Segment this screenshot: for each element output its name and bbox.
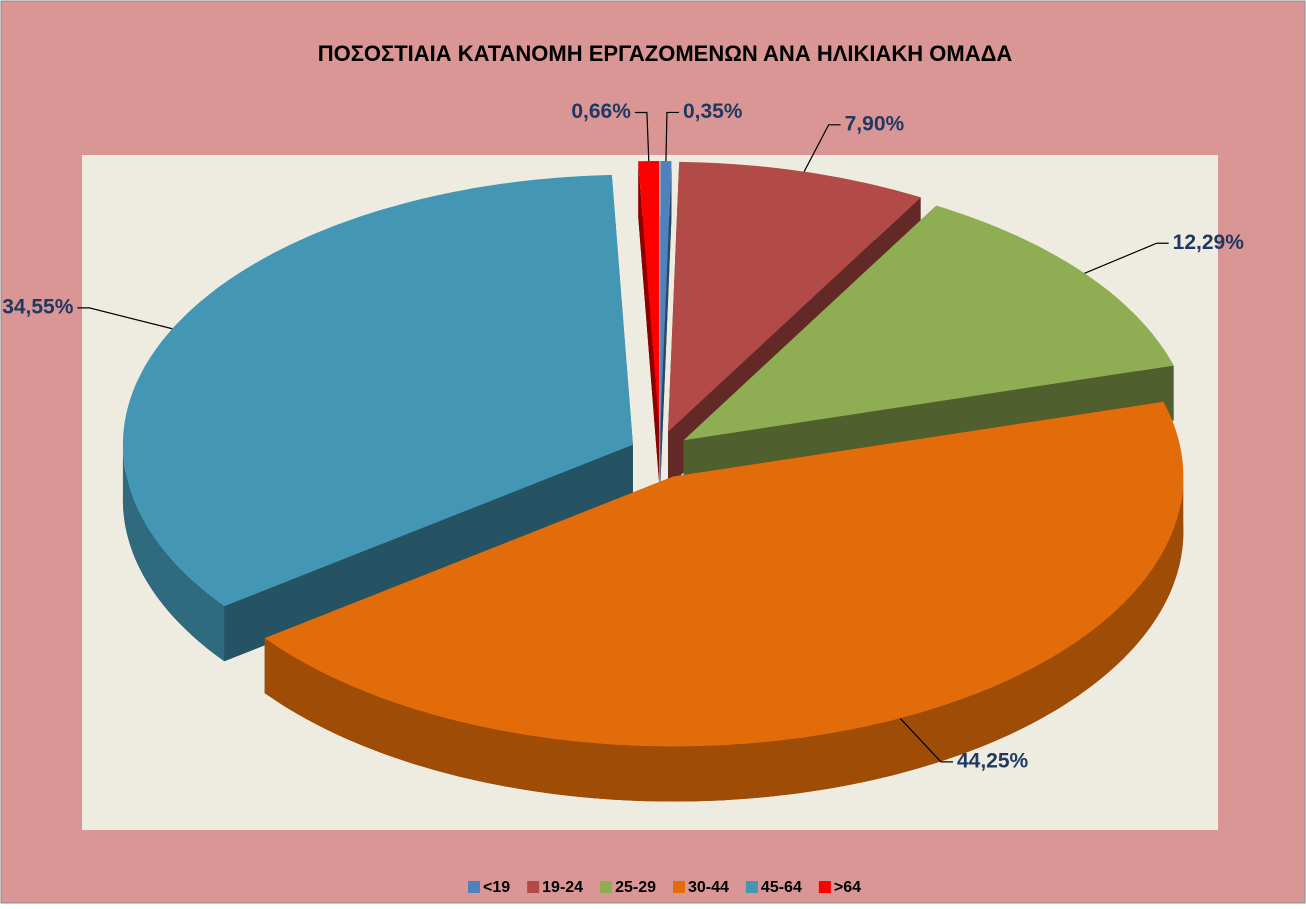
legend-label: >64 (834, 879, 861, 896)
slice (668, 161, 921, 432)
data-label: 7,90% (845, 112, 905, 135)
slice-cut-wall (224, 444, 633, 662)
data-label: 34,55% (2, 295, 74, 318)
slice-cut-wall (638, 161, 660, 486)
data-label: 12,29% (1173, 231, 1245, 254)
leader-line (665, 111, 679, 162)
slice-cut-wall (660, 161, 672, 486)
legend-swatch (818, 881, 831, 893)
slice-side (122, 444, 225, 662)
slice (683, 205, 1174, 441)
legend-label: <19 (483, 879, 510, 896)
leader-line (634, 111, 650, 162)
data-label: 44,25% (957, 749, 1029, 772)
legend-label: 25-29 (615, 879, 656, 896)
legend-swatch (673, 881, 685, 893)
data-labels: 0,35% 7,90% 12,29% 44,25% 34,55% 0,66% (2, 100, 1244, 772)
leader-line (1084, 242, 1169, 274)
leader-line (899, 717, 953, 763)
leader-line (803, 124, 841, 172)
slice (638, 161, 660, 431)
legend-swatch (527, 881, 540, 893)
legend-swatch (468, 881, 481, 893)
data-label: 0,35% (683, 100, 743, 123)
slice (660, 161, 672, 431)
slice (264, 401, 1184, 747)
legend-swatch (600, 881, 613, 893)
legend-swatch (745, 881, 758, 893)
legend-label: 45-64 (761, 879, 802, 896)
chart-title: ΠΟΣΟΣΤΙΑΙΑ ΚΑΤΑΝΟΜΗ ΕΡΓΑΖΟΜΕΝΩΝ ΑΝΑ ΗΛΙΚ… (318, 41, 1013, 66)
data-label: 0,66% (571, 100, 631, 123)
slice (122, 174, 633, 607)
slice-side (264, 476, 1184, 802)
legend-label: 30-44 (688, 879, 729, 896)
pie (122, 161, 1184, 802)
legend: <19 19-24 25-29 30-44 45-64 >64 (468, 879, 861, 896)
legend-label: 19-24 (542, 879, 583, 896)
leader-line (77, 307, 173, 330)
